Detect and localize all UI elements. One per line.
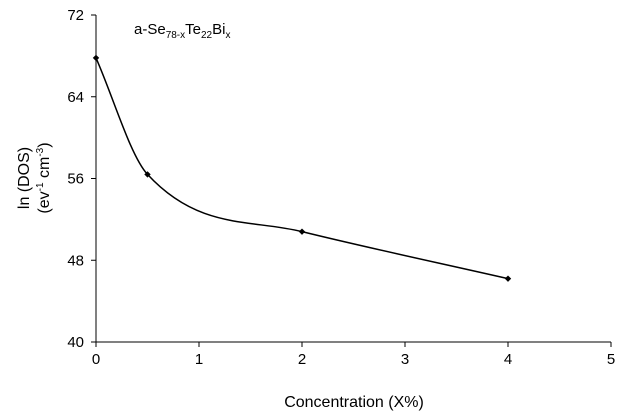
- x-tick-label: 0: [92, 351, 100, 368]
- y-tick-label: 64: [67, 89, 84, 106]
- y-tick-label: 40: [67, 334, 84, 351]
- x-tick-label: 5: [607, 351, 615, 368]
- x-tick-label: 3: [401, 351, 409, 368]
- data-point-marker: [92, 54, 100, 62]
- series-line: [95, 57, 509, 280]
- ticks: 0 1 2 3 4 5 40 48 56 64 72: [67, 7, 615, 368]
- x-tick-label: 4: [504, 351, 512, 368]
- y-tick-label: 48: [67, 252, 84, 269]
- series-layer: [92, 54, 512, 282]
- data-point-marker: [144, 171, 151, 178]
- data-point-marker: [298, 228, 306, 235]
- x-axis-title: Concentration (X%): [284, 394, 424, 411]
- svg-text:(ev-1 cm-3): (ev-1 cm-3): [35, 142, 53, 213]
- y-axis-title: ln (DOS) (ev-1 cm-3): [16, 142, 53, 213]
- y-tick-label: 56: [67, 171, 84, 188]
- data-point-marker: [504, 275, 512, 282]
- axes: [95, 15, 611, 343]
- svg-text:ln (DOS): ln (DOS): [16, 147, 33, 209]
- x-tick-label: 1: [195, 351, 203, 368]
- x-tick-label: 2: [298, 351, 306, 368]
- y-tick-label: 72: [67, 7, 84, 24]
- annotation-formula: a-Se78-xTe22Bix: [134, 21, 230, 41]
